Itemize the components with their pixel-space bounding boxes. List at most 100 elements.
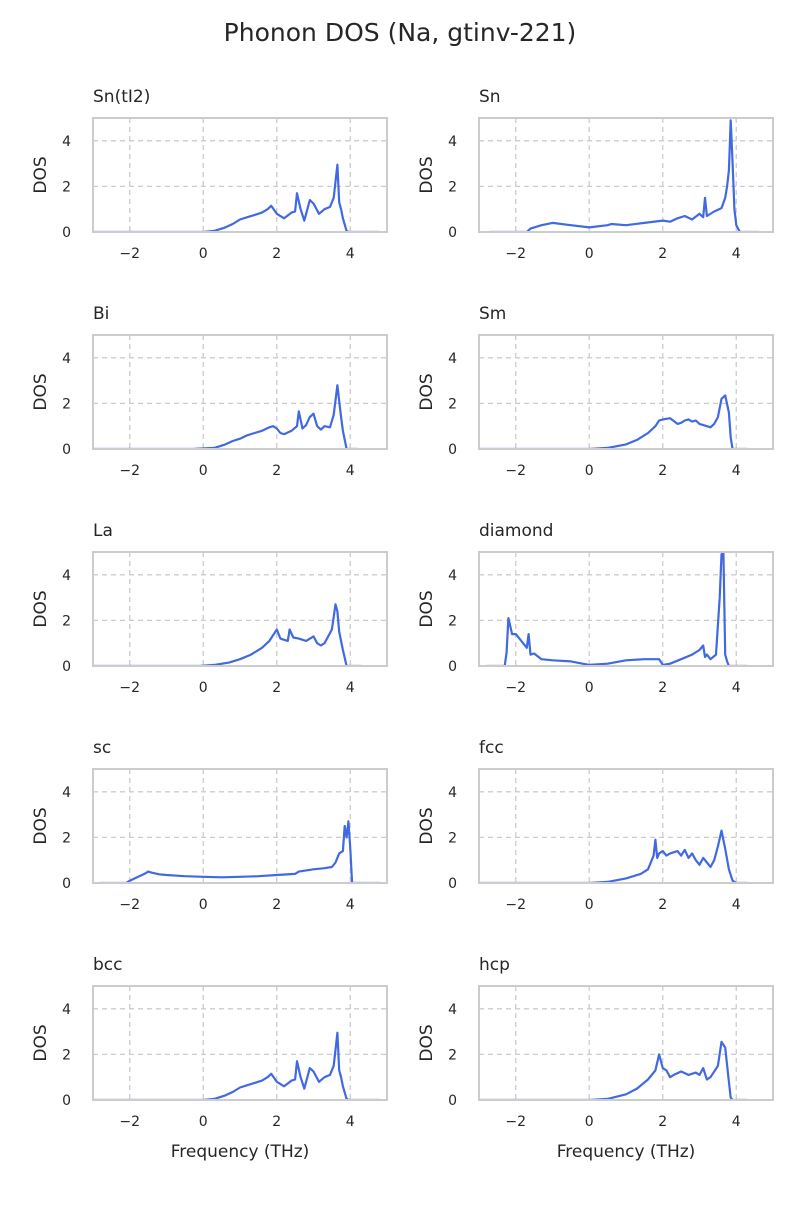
plot-frame xyxy=(92,551,388,667)
dos-series-line xyxy=(479,1040,748,1100)
x-tick-label: −2 xyxy=(505,463,526,479)
y-tick-label: 0 xyxy=(448,442,457,458)
y-tick-label: 4 xyxy=(62,785,71,801)
y-tick-label: 2 xyxy=(62,613,71,629)
y-axis-label: DOS xyxy=(417,807,437,844)
x-tick-label: 0 xyxy=(199,1114,208,1130)
y-axis-label: DOS xyxy=(31,807,51,844)
x-tick-label: −2 xyxy=(505,897,526,913)
y-tick-label: 2 xyxy=(62,1047,71,1063)
y-axis-label: DOS xyxy=(31,373,51,410)
x-tick-label: 0 xyxy=(199,463,208,479)
x-tick-label: 2 xyxy=(272,463,281,479)
y-axis-label: DOS xyxy=(31,590,51,627)
subplot-title: diamond xyxy=(479,521,553,541)
x-tick-label: 4 xyxy=(346,246,355,262)
subplot-title: sc xyxy=(93,738,111,758)
plot-frame xyxy=(478,768,774,884)
y-tick-label: 4 xyxy=(62,134,71,150)
y-tick-label: 4 xyxy=(448,351,457,367)
subplot-title: bcc xyxy=(93,955,122,975)
figure-title: Phonon DOS (Na, gtinv-221) xyxy=(223,18,577,47)
y-tick-label: 0 xyxy=(448,659,457,675)
x-tick-label: 4 xyxy=(732,463,741,479)
x-tick-label: 4 xyxy=(346,463,355,479)
subplot-title: Sn xyxy=(479,87,501,107)
y-tick-label: 0 xyxy=(62,1093,71,1109)
plot-frame xyxy=(478,334,774,450)
x-tick-label: 0 xyxy=(585,246,594,262)
y-axis-label: DOS xyxy=(417,1024,437,1061)
plot-frame xyxy=(92,768,388,884)
x-tick-label: 2 xyxy=(658,680,667,696)
y-axis-label: DOS xyxy=(417,590,437,627)
y-axis-label: DOS xyxy=(31,156,51,193)
x-tick-label: −2 xyxy=(119,246,140,262)
dos-series-line xyxy=(93,384,358,449)
x-tick-label: 2 xyxy=(658,463,667,479)
dos-series-line xyxy=(100,820,380,883)
y-tick-label: 2 xyxy=(62,179,71,195)
y-tick-label: 0 xyxy=(62,225,71,241)
subplot-title: hcp xyxy=(479,955,510,975)
x-tick-label: 2 xyxy=(658,897,667,913)
y-tick-label: 4 xyxy=(62,1002,71,1018)
dos-series-line xyxy=(479,394,748,449)
y-tick-label: 2 xyxy=(448,396,457,412)
x-tick-label: 4 xyxy=(732,1114,741,1130)
dos-series-line xyxy=(490,119,759,232)
x-tick-label: 0 xyxy=(585,680,594,696)
y-tick-label: 4 xyxy=(448,568,457,584)
x-tick-label: 4 xyxy=(346,1114,355,1130)
y-tick-label: 0 xyxy=(62,442,71,458)
y-tick-label: 0 xyxy=(448,1093,457,1109)
x-tick-label: −2 xyxy=(505,680,526,696)
dos-series-line xyxy=(93,1031,380,1100)
dos-series-line xyxy=(93,603,362,666)
y-tick-label: 0 xyxy=(448,876,457,892)
plot-frame xyxy=(92,985,388,1101)
plot-frame xyxy=(92,117,388,233)
y-tick-label: 0 xyxy=(62,876,71,892)
plot-frame xyxy=(92,334,388,450)
x-tick-label: 0 xyxy=(585,1114,594,1130)
x-axis-label: Frequency (THz) xyxy=(171,1142,310,1162)
x-axis-label: Frequency (THz) xyxy=(557,1142,696,1162)
y-tick-label: 0 xyxy=(448,225,457,241)
plot-frame xyxy=(478,117,774,233)
dos-series-line xyxy=(479,829,748,883)
x-tick-label: 2 xyxy=(658,246,667,262)
x-tick-label: −2 xyxy=(505,246,526,262)
y-tick-label: 2 xyxy=(448,830,457,846)
x-tick-label: 0 xyxy=(199,680,208,696)
y-tick-label: 4 xyxy=(448,134,457,150)
subplot-title: Bi xyxy=(93,304,109,324)
y-tick-label: 0 xyxy=(62,659,71,675)
dos-series-line xyxy=(486,552,748,666)
plot-frame xyxy=(478,551,774,667)
subplot-title: Sn(tI2) xyxy=(93,87,150,107)
x-tick-label: 0 xyxy=(585,897,594,913)
x-tick-label: −2 xyxy=(119,897,140,913)
y-tick-label: 4 xyxy=(448,1002,457,1018)
x-tick-label: −2 xyxy=(119,463,140,479)
x-tick-label: 0 xyxy=(199,246,208,262)
x-tick-label: 2 xyxy=(658,1114,667,1130)
y-tick-label: 2 xyxy=(62,830,71,846)
y-tick-label: 2 xyxy=(448,613,457,629)
plot-frame xyxy=(478,985,774,1101)
x-tick-label: 4 xyxy=(732,680,741,696)
x-tick-label: 4 xyxy=(732,246,741,262)
x-tick-label: −2 xyxy=(505,1114,526,1130)
x-tick-label: −2 xyxy=(119,680,140,696)
y-axis-label: DOS xyxy=(31,1024,51,1061)
x-tick-label: 2 xyxy=(272,680,281,696)
y-tick-label: 4 xyxy=(62,568,71,584)
subplot-title: fcc xyxy=(479,738,504,758)
x-tick-label: 2 xyxy=(272,897,281,913)
x-tick-label: 2 xyxy=(272,1114,281,1130)
x-tick-label: 4 xyxy=(732,897,741,913)
y-tick-label: 2 xyxy=(448,179,457,195)
x-tick-label: 4 xyxy=(346,897,355,913)
